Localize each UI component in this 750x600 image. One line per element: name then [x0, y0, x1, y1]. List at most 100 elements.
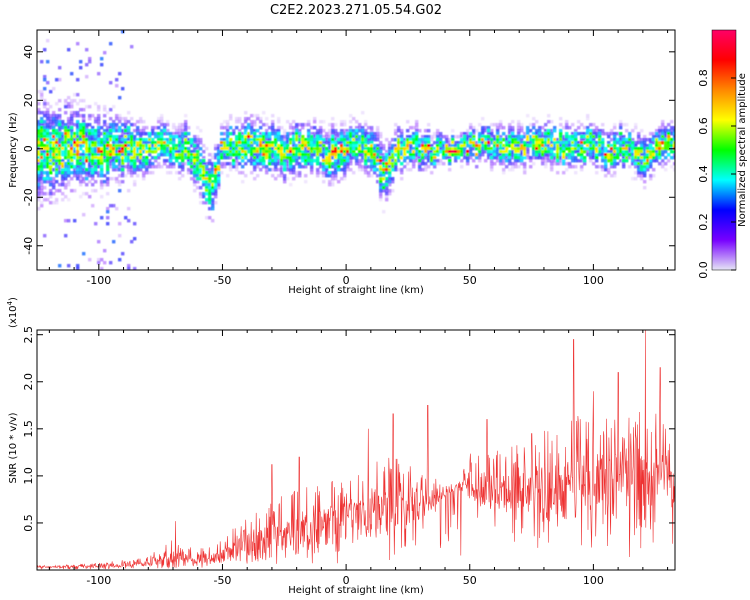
spectrogram-cell [379, 189, 383, 193]
spectrogram-cell [226, 153, 230, 157]
spectrogram-cell [580, 144, 584, 148]
spectrogram-cell [205, 198, 209, 202]
spectrogram-cell [148, 141, 152, 145]
spectrogram-cell [319, 132, 323, 136]
spectrogram-cell [586, 132, 590, 136]
spectrogram-cell [310, 165, 314, 169]
spectrogram-cell [388, 177, 392, 181]
spectrogram-cell [166, 132, 170, 136]
spectrogram-cell [514, 162, 518, 166]
spectrogram-cell [541, 162, 545, 166]
spectrogram-cell [598, 165, 602, 169]
spectrogram-cell [328, 138, 332, 142]
spectrogram-cell [184, 126, 188, 130]
spectrogram-cell [97, 117, 101, 121]
spectrogram-cell [370, 126, 374, 130]
spectrogram-cell [325, 171, 329, 175]
spectrogram-cell [49, 156, 53, 160]
spectrogram-cell [232, 150, 236, 154]
spectrogram-cell [322, 129, 326, 133]
spectrogram-cell [289, 156, 293, 160]
spectrogram-cell [367, 156, 371, 160]
spectrogram-cell [430, 135, 434, 139]
spectrogram-cell [538, 150, 542, 154]
spectrogram-cell [139, 156, 143, 160]
spectrogram-cell [640, 129, 644, 133]
spectrogram-cell [673, 132, 675, 136]
spectrogram-cell [40, 141, 44, 145]
spectrogram-cell [283, 174, 287, 178]
spectrogram-cell [328, 150, 332, 154]
spectrogram-cell [253, 135, 257, 139]
spectrogram-cell [79, 147, 83, 151]
spectrogram-cell [43, 105, 47, 109]
spectrogram-cell [361, 168, 365, 172]
spectrogram-cell [559, 162, 563, 166]
spectrogram-cell [397, 159, 401, 163]
spectrogram-cell [73, 144, 77, 148]
spectrogram-cell [622, 159, 626, 163]
spectrogram-cell [502, 162, 506, 166]
spectrogram-cell [160, 123, 164, 127]
spectrogram-cell [94, 132, 98, 136]
spectrogram-cell [370, 162, 374, 166]
spectrogram-cell [529, 156, 533, 160]
spectrogram-cell [58, 162, 62, 166]
spectrogram-cell [40, 138, 44, 142]
spectrogram-cell [49, 177, 53, 181]
spectrogram-cell [70, 117, 74, 121]
spectrogram-cell [394, 162, 398, 166]
spectrogram-cell [400, 162, 404, 166]
spectrogram-cell [343, 174, 347, 178]
spectrogram-cell [517, 126, 521, 130]
spectrogram-cell [157, 162, 161, 166]
spectrogram-cell [88, 105, 92, 109]
spectrogram-cell [202, 168, 206, 172]
spectrogram-cell [58, 165, 62, 169]
spectrogram-cell [442, 144, 446, 148]
spectrogram-cell [43, 198, 47, 202]
spectrogram-cell [454, 156, 458, 160]
spectrogram-cell [511, 153, 515, 157]
spectrogram-cell [559, 147, 563, 151]
spectrogram-cell [238, 117, 242, 121]
spectrogram-cell [235, 117, 239, 121]
spectrogram-cell [346, 129, 350, 133]
spectrogram-cell [142, 120, 146, 124]
spectrogram-cell [655, 150, 659, 154]
spectrogram-cell [634, 126, 638, 130]
spectrogram-cell [220, 150, 224, 154]
spectrogram-cell [223, 141, 227, 145]
spectrogram-cell [346, 162, 350, 166]
spectrogram-cell [268, 156, 272, 160]
spectrogram-cell [55, 180, 59, 184]
spectrogram-cell [187, 132, 191, 136]
spectrogram-cell [58, 159, 62, 163]
spectrogram-cell [328, 153, 332, 157]
spectrogram-cell [58, 141, 62, 145]
spectrogram-cell [130, 162, 134, 166]
spectrogram-cell [61, 147, 65, 151]
spectrogram-cell [427, 135, 431, 139]
spectrogram-cell [121, 123, 125, 127]
spectrogram-cell [613, 147, 617, 151]
spectrogram-cell [124, 147, 128, 151]
spectrogram-cell [49, 162, 53, 166]
spectrogram-cell [604, 150, 608, 154]
spectrogram-cell [109, 123, 113, 127]
spectrogram-cell [130, 117, 134, 121]
spectrogram-cell [37, 192, 41, 196]
spectrogram-cell [622, 123, 626, 127]
spectrogram-cell [436, 153, 440, 157]
spectrogram-cell [487, 135, 491, 139]
spectrogram-cell [40, 186, 44, 190]
spectrogram-cell [415, 135, 419, 139]
spectrogram-cell [274, 177, 278, 181]
spectrogram-cell [277, 162, 281, 166]
spectrogram-cell [355, 138, 359, 142]
spectrogram-cell [451, 129, 455, 133]
spectrogram-cell [490, 147, 494, 151]
spectrogram-cell [559, 117, 563, 121]
spectrogram-cell [91, 171, 95, 175]
spectrogram-cell [208, 174, 212, 178]
